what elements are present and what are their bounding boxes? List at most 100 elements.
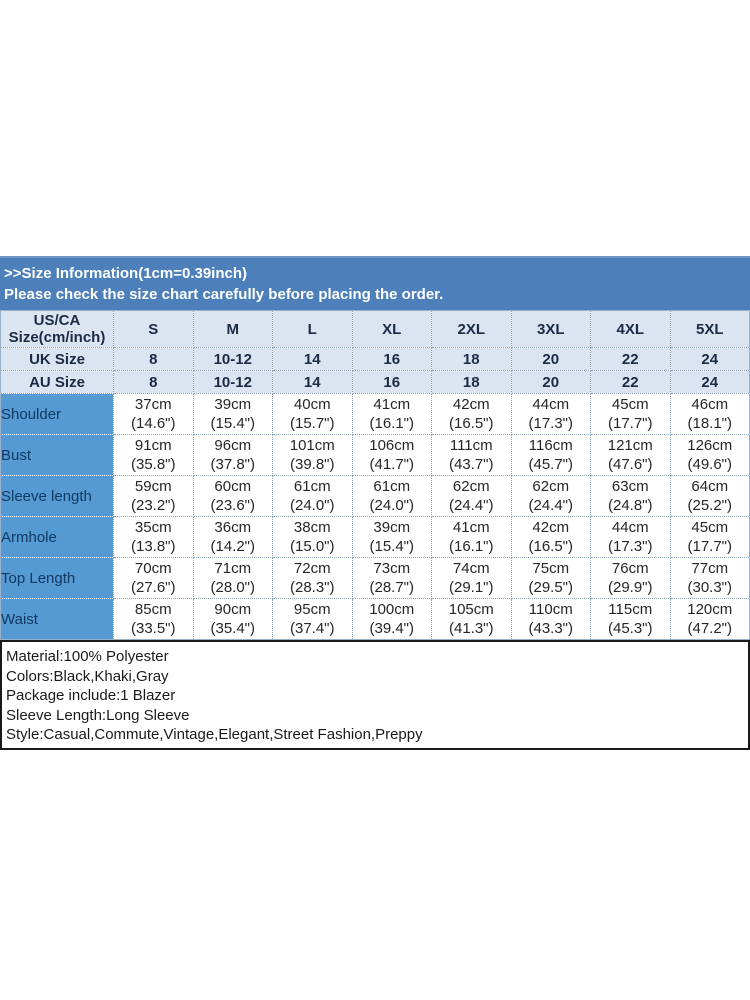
measurement-value-cell: 45cm (17.7") bbox=[590, 393, 671, 435]
measurement-value-cell: 62cm (24.4") bbox=[431, 475, 512, 517]
size-column-header: 3XL bbox=[510, 310, 591, 348]
measurement-value-cell: 95cm (37.4") bbox=[272, 598, 353, 640]
measurement-value-cell: 72cm (28.3") bbox=[272, 557, 353, 599]
region-size-cell: 20 bbox=[510, 370, 591, 394]
measurement-value-cell: 37cm (14.6") bbox=[113, 393, 194, 435]
measurement-value-cell: 42cm (16.5") bbox=[431, 393, 512, 435]
measurement-value-cell: 35cm (13.8") bbox=[113, 516, 194, 558]
size-info-banner: >>Size Information(1cm=0.39inch) Please … bbox=[0, 256, 750, 310]
measurement-row: Top Length 70cm (27.6") 71cm (28.0") 72cm (… bbox=[0, 557, 750, 599]
measurement-value-cell: 42cm (16.5") bbox=[510, 516, 591, 558]
size-chart-table: US/CA Size(cm/inch) S M L XL 2XL 3XL 4XL 5XL UK S… bbox=[0, 310, 750, 640]
region-row-label: AU Size bbox=[0, 370, 114, 394]
measurement-value-cell: 100cm (39.4") bbox=[351, 598, 432, 640]
measurement-value-cell: 85cm (33.5") bbox=[113, 598, 194, 640]
info-line: Style:Casual,Commute,Vintage,Elegant,Str… bbox=[6, 726, 423, 743]
measurement-value-cell: 73cm (28.7") bbox=[351, 557, 432, 599]
measurement-value-cell: 38cm (15.0") bbox=[272, 516, 353, 558]
product-info-box: Material:100% Polyester Colors:Black,Khak… bbox=[0, 640, 750, 750]
region-size-cell: 14 bbox=[272, 370, 353, 394]
size-column-header: L bbox=[272, 310, 353, 348]
measurement-value-cell: 115cm (45.3") bbox=[590, 598, 671, 640]
measurement-value-cell: 126cm (49.6") bbox=[669, 434, 750, 476]
measurement-value-cell: 90cm (35.4") bbox=[192, 598, 273, 640]
measurement-value-cell: 96cm (37.8") bbox=[192, 434, 273, 476]
measurement-row-label: Waist bbox=[0, 598, 114, 640]
banner-subtitle: Please check the size chart carefully be… bbox=[4, 286, 444, 303]
measurement-value-cell: 64cm (25.2") bbox=[669, 475, 750, 517]
info-line: Colors:Black,Khaki,Gray bbox=[6, 667, 169, 685]
region-size-cell: 8 bbox=[113, 370, 194, 394]
region-size-cell: 18 bbox=[431, 370, 512, 394]
region-size-cell: 22 bbox=[590, 347, 671, 371]
measurement-value-cell: 105cm (41.3") bbox=[431, 598, 512, 640]
measurement-value-cell: 74cm (29.1") bbox=[431, 557, 512, 599]
measurement-value-cell: 91cm (35.8") bbox=[113, 434, 194, 476]
info-line: Material:100% Polyester bbox=[6, 648, 169, 665]
info-line: Package include:1 Blazer bbox=[6, 687, 176, 704]
measurement-value-cell: 41cm (16.1") bbox=[431, 516, 512, 558]
measurement-row: Armhole 35cm (13.8") 36cm (14.2") 38cm (15.… bbox=[0, 516, 750, 558]
measurement-value-cell: 116cm (45.7") bbox=[510, 434, 591, 476]
region-size-cell: 20 bbox=[510, 347, 591, 371]
banner-title: >>Size Information(1cm=0.39inch) bbox=[4, 265, 247, 282]
measurement-value-cell: 40cm (15.7") bbox=[272, 393, 353, 435]
measurement-value-cell: 111cm (43.7") bbox=[431, 434, 512, 476]
measurement-value-cell: 63cm (24.8") bbox=[590, 475, 671, 517]
region-row-label: UK Size bbox=[0, 347, 114, 371]
region-size-row: AU Size 8 10-12 14 16 18 20 22 24 bbox=[0, 370, 750, 394]
size-column-header: 5XL bbox=[669, 310, 750, 348]
measurement-row-label: Shoulder bbox=[0, 393, 114, 435]
region-size-cell: 18 bbox=[431, 347, 512, 371]
region-size-cell: 10-12 bbox=[192, 370, 273, 394]
measurement-value-cell: 106cm (41.7") bbox=[351, 434, 432, 476]
measurement-value-cell: 77cm (30.3") bbox=[669, 557, 750, 599]
measurement-value-cell: 46cm (18.1") bbox=[669, 393, 750, 435]
measurement-value-cell: 41cm (16.1") bbox=[351, 393, 432, 435]
measurement-value-cell: 71cm (28.0") bbox=[192, 557, 273, 599]
region-size-cell: 10-12 bbox=[192, 347, 273, 371]
size-header-row: US/CA Size(cm/inch) S M L XL 2XL 3XL 4XL 5XL bbox=[0, 310, 750, 348]
region-size-cell: 8 bbox=[113, 347, 194, 371]
region-size-cell: 24 bbox=[669, 347, 750, 371]
region-size-row: UK Size 8 10-12 14 16 18 20 22 24 bbox=[0, 347, 750, 371]
measurement-row: Sleeve length 59cm (23.2") 60cm (23.6") 61c… bbox=[0, 475, 750, 517]
measurement-value-cell: 39cm (15.4") bbox=[192, 393, 273, 435]
measurement-row: Shoulder 37cm (14.6") 39cm (15.4") 40cm (15… bbox=[0, 393, 750, 435]
measurement-value-cell: 70cm (27.6") bbox=[113, 557, 194, 599]
measurement-value-cell: 110cm (43.3") bbox=[510, 598, 591, 640]
measurement-value-cell: 39cm (15.4") bbox=[351, 516, 432, 558]
measurement-row-label: Top Length bbox=[0, 557, 114, 599]
size-column-header: M bbox=[192, 310, 273, 348]
size-column-header: S bbox=[113, 310, 194, 348]
size-column-header: 2XL bbox=[431, 310, 512, 348]
measurement-value-cell: 62cm (24.4") bbox=[510, 475, 591, 517]
size-column-header: XL bbox=[351, 310, 432, 348]
region-size-cell: 22 bbox=[590, 370, 671, 394]
measurement-row: Waist 85cm (33.5") 90cm (35.4") 95cm (37.4"… bbox=[0, 598, 750, 640]
measurement-value-cell: 61cm (24.0") bbox=[272, 475, 353, 517]
measurement-row-label: Armhole bbox=[0, 516, 114, 558]
measurement-value-cell: 36cm (14.2") bbox=[192, 516, 273, 558]
info-line: Sleeve Length:Long Sleeve bbox=[6, 706, 190, 724]
region-size-cell: 16 bbox=[351, 347, 432, 371]
measurement-value-cell: 44cm (17.3") bbox=[590, 516, 671, 558]
measurement-value-cell: 120cm (47.2") bbox=[669, 598, 750, 640]
measurement-value-cell: 59cm (23.2") bbox=[113, 475, 194, 517]
table-corner-label: US/CA Size(cm/inch) bbox=[0, 310, 114, 348]
measurement-value-cell: 121cm (47.6") bbox=[590, 434, 671, 476]
measurement-value-cell: 60cm (23.6") bbox=[192, 475, 273, 517]
size-column-header: 4XL bbox=[590, 310, 671, 348]
measurement-value-cell: 61cm (24.0") bbox=[351, 475, 432, 517]
region-size-cell: 16 bbox=[351, 370, 432, 394]
measurement-row-label: Bust bbox=[0, 434, 114, 476]
measurement-value-cell: 44cm (17.3") bbox=[510, 393, 591, 435]
measurement-row: Bust 91cm (35.8") 96cm (37.8") 101cm (39.8"… bbox=[0, 434, 750, 476]
measurement-value-cell: 45cm (17.7") bbox=[669, 516, 750, 558]
measurement-value-cell: 75cm (29.5") bbox=[510, 557, 591, 599]
measurement-value-cell: 101cm (39.8") bbox=[272, 434, 353, 476]
region-size-cell: 14 bbox=[272, 347, 353, 371]
measurement-row-label: Sleeve length bbox=[0, 475, 114, 517]
measurement-value-cell: 76cm (29.9") bbox=[590, 557, 671, 599]
